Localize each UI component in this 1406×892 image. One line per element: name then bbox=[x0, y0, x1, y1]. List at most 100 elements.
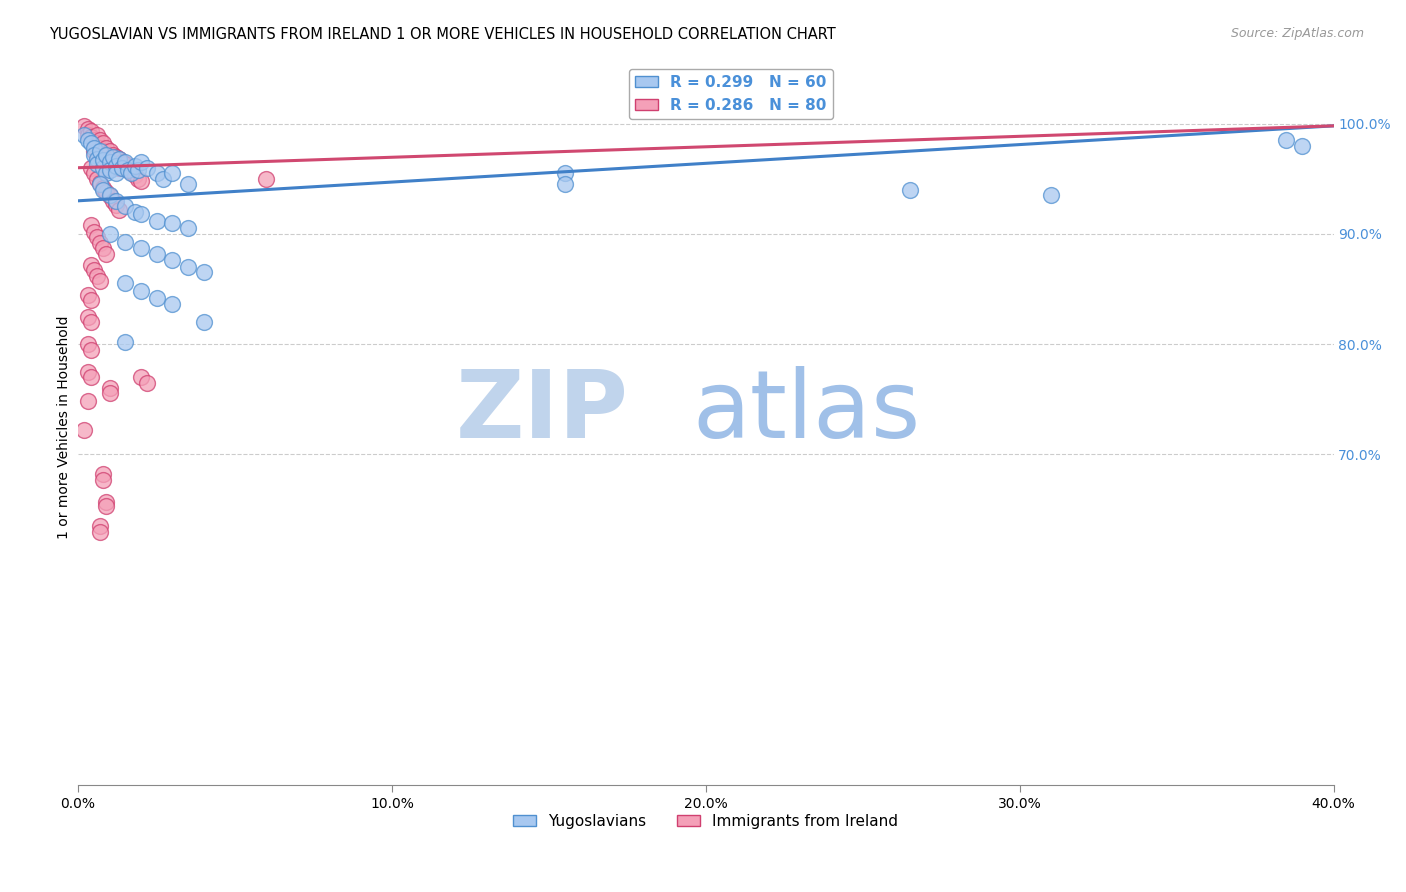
Point bbox=[79, 218, 101, 232]
Point bbox=[83, 166, 105, 180]
Y-axis label: 1 or more Vehicles in Household: 1 or more Vehicles in Household bbox=[58, 315, 72, 539]
Point bbox=[98, 161, 121, 175]
Point bbox=[83, 141, 105, 155]
Point bbox=[83, 225, 105, 239]
Point bbox=[127, 163, 149, 178]
Point bbox=[76, 394, 98, 409]
Point bbox=[76, 122, 98, 136]
Point bbox=[108, 152, 131, 166]
Point bbox=[114, 157, 136, 171]
Point bbox=[89, 145, 111, 159]
Point bbox=[129, 241, 152, 255]
Point bbox=[89, 274, 111, 288]
Point bbox=[96, 495, 118, 509]
Point bbox=[114, 235, 136, 249]
Text: atlas: atlas bbox=[692, 367, 921, 458]
Point bbox=[98, 227, 121, 241]
Text: Source: ZipAtlas.com: Source: ZipAtlas.com bbox=[1230, 27, 1364, 40]
Point bbox=[101, 194, 124, 208]
Point bbox=[86, 268, 108, 283]
Point bbox=[108, 202, 131, 217]
Point bbox=[86, 171, 108, 186]
Point bbox=[89, 150, 111, 164]
Point bbox=[108, 152, 131, 166]
Point bbox=[73, 128, 96, 142]
Point bbox=[193, 315, 215, 329]
Point bbox=[79, 129, 101, 144]
Point bbox=[83, 138, 105, 153]
Point bbox=[1040, 188, 1063, 202]
Point bbox=[111, 161, 134, 175]
Point bbox=[89, 133, 111, 147]
Point bbox=[114, 277, 136, 291]
Point bbox=[145, 291, 167, 305]
Point bbox=[91, 467, 114, 482]
Point bbox=[89, 519, 111, 533]
Point bbox=[98, 163, 121, 178]
Point bbox=[104, 198, 127, 212]
Point bbox=[162, 253, 184, 268]
Point bbox=[162, 297, 184, 311]
Point bbox=[177, 221, 200, 235]
Point bbox=[98, 189, 121, 203]
Point bbox=[83, 145, 105, 159]
Point bbox=[117, 163, 139, 178]
Point bbox=[91, 153, 114, 167]
Point bbox=[76, 337, 98, 351]
Point bbox=[129, 207, 152, 221]
Point bbox=[121, 166, 143, 180]
Point bbox=[98, 145, 121, 159]
Point bbox=[1275, 133, 1298, 147]
Point bbox=[124, 169, 146, 183]
Point bbox=[554, 178, 576, 192]
Point bbox=[193, 265, 215, 279]
Point bbox=[98, 155, 121, 169]
Point bbox=[254, 171, 277, 186]
Point bbox=[96, 246, 118, 260]
Point bbox=[96, 141, 118, 155]
Point bbox=[121, 165, 143, 179]
Point bbox=[96, 166, 118, 180]
Point bbox=[79, 136, 101, 151]
Point bbox=[79, 343, 101, 357]
Point bbox=[98, 188, 121, 202]
Point bbox=[136, 161, 159, 175]
Point bbox=[79, 161, 101, 175]
Point bbox=[104, 166, 127, 180]
Point bbox=[96, 147, 118, 161]
Point bbox=[91, 473, 114, 487]
Point bbox=[136, 376, 159, 390]
Legend: Yugoslavians, Immigrants from Ireland: Yugoslavians, Immigrants from Ireland bbox=[508, 807, 904, 835]
Point bbox=[79, 124, 101, 138]
Point bbox=[98, 381, 121, 395]
Point bbox=[127, 171, 149, 186]
Point bbox=[114, 199, 136, 213]
Point bbox=[101, 147, 124, 161]
Point bbox=[104, 159, 127, 173]
Point bbox=[73, 119, 96, 133]
Point bbox=[86, 128, 108, 142]
Point bbox=[177, 178, 200, 192]
Point bbox=[86, 143, 108, 157]
Point bbox=[129, 370, 152, 384]
Point bbox=[76, 287, 98, 301]
Point bbox=[104, 194, 127, 208]
Point bbox=[111, 155, 134, 169]
Point bbox=[114, 334, 136, 349]
Point bbox=[104, 150, 127, 164]
Point bbox=[124, 159, 146, 173]
Point bbox=[83, 133, 105, 147]
Point bbox=[117, 163, 139, 178]
Point bbox=[124, 204, 146, 219]
Point bbox=[91, 136, 114, 151]
Point bbox=[86, 157, 108, 171]
Point bbox=[89, 141, 111, 155]
Point bbox=[152, 171, 174, 186]
Point bbox=[83, 263, 105, 277]
Point bbox=[96, 499, 118, 513]
Point bbox=[91, 183, 114, 197]
Point bbox=[114, 155, 136, 169]
Point bbox=[79, 258, 101, 272]
Point bbox=[76, 133, 98, 147]
Point bbox=[91, 152, 114, 166]
